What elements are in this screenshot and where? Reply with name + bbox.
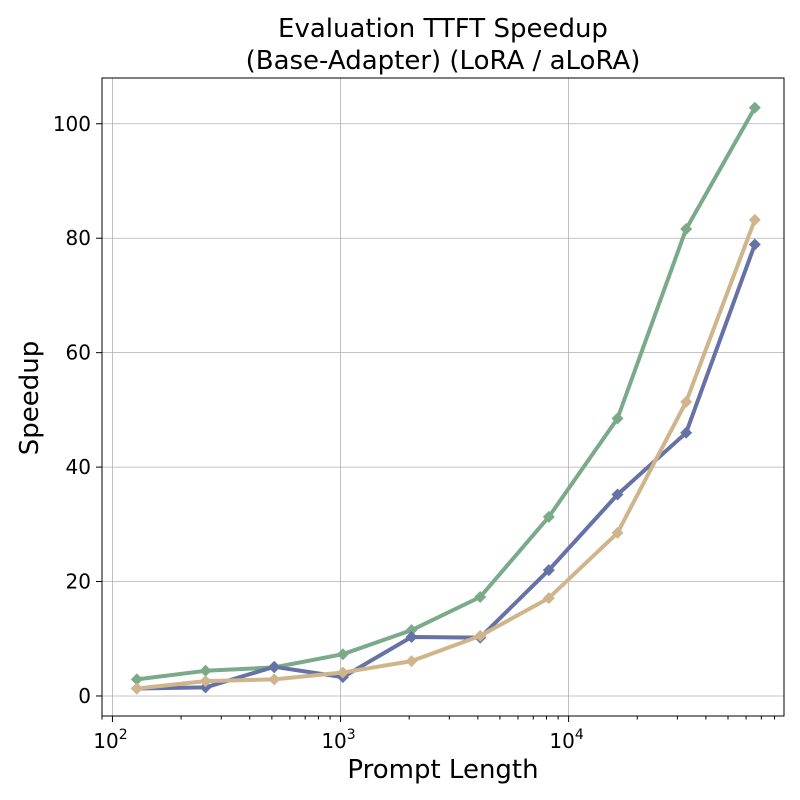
- x-axis-label: Prompt Length: [347, 755, 538, 785]
- data-point-diamond: [336, 666, 349, 679]
- data-point-diamond: [680, 223, 693, 236]
- data-point-diamond: [748, 213, 761, 226]
- chart-title-line-1: Evaluation TTFT Speedup: [278, 14, 608, 44]
- data-point-diamond: [405, 624, 418, 637]
- series-2: [130, 238, 761, 695]
- data-point-diamond: [611, 412, 624, 425]
- data-point-diamond: [680, 426, 693, 439]
- series-1: [130, 101, 761, 686]
- data-point-diamond: [542, 510, 555, 523]
- x-tick-label: 102: [93, 727, 127, 753]
- data-point-diamond: [748, 101, 761, 114]
- data-point-diamond: [542, 592, 555, 605]
- series-line: [134, 105, 757, 682]
- data-point-diamond: [268, 660, 281, 673]
- data-point-diamond: [405, 631, 418, 644]
- y-tick-label: 0: [78, 684, 91, 708]
- plot-frame: [101, 77, 785, 717]
- data-point-diamond: [336, 648, 349, 661]
- grid-lines: [102, 78, 784, 716]
- x-tick-label: 104: [549, 727, 583, 753]
- y-tick-label: 20: [66, 570, 91, 594]
- data-point-diamond: [199, 681, 212, 694]
- axis-ticks: 102 103 104 0 20 40 60 80 100: [53, 112, 776, 753]
- data-point-diamond: [405, 655, 418, 668]
- data-point-diamond: [199, 675, 212, 688]
- y-tick-label: 80: [66, 226, 91, 250]
- x-tick-label: 103: [321, 727, 355, 753]
- chart-title-line-2: (Base-Adapter) (LoRA / aLoRA): [246, 46, 641, 76]
- data-point-diamond: [130, 682, 143, 695]
- data-point-diamond: [199, 664, 212, 677]
- series-layer: [130, 101, 761, 695]
- data-point-diamond: [474, 590, 487, 603]
- data-point-diamond: [268, 673, 281, 686]
- data-point-diamond: [542, 564, 555, 577]
- data-point-diamond: [130, 673, 143, 686]
- y-tick-label: 60: [66, 341, 91, 365]
- y-tick-label: 100: [53, 112, 91, 136]
- data-point-diamond: [748, 238, 761, 251]
- data-point-diamond: [611, 526, 624, 539]
- series-3: [130, 213, 761, 695]
- series-line: [134, 242, 757, 691]
- y-tick-label: 40: [66, 455, 91, 479]
- data-point-diamond: [611, 488, 624, 501]
- y-axis-label: Speedup: [15, 341, 45, 456]
- series-line: [134, 217, 757, 691]
- data-point-diamond: [680, 395, 693, 408]
- data-point-diamond: [474, 629, 487, 642]
